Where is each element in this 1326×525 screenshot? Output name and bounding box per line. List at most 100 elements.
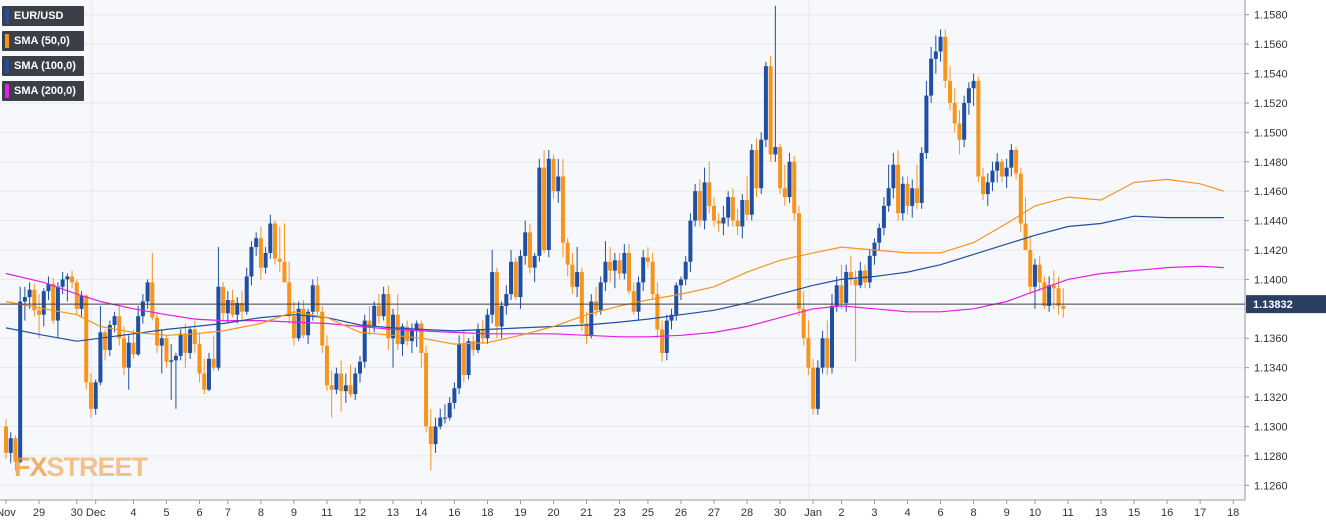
candle-body <box>919 152 924 203</box>
candle <box>428 408 433 471</box>
y-tick-label: 1.1340 <box>1254 363 1288 375</box>
candle <box>594 286 598 317</box>
candle <box>103 329 108 361</box>
y-tick-label: 1.1500 <box>1254 127 1288 139</box>
candle <box>1042 276 1047 309</box>
candle <box>655 282 660 339</box>
sma-200-line <box>5 265 1224 338</box>
candle-body <box>433 426 438 445</box>
candle-body <box>249 247 254 277</box>
candle <box>296 301 301 342</box>
candle <box>324 335 329 392</box>
x-tick-label: 4 <box>130 507 136 519</box>
candle-body <box>787 161 792 198</box>
candle <box>674 282 679 321</box>
candle-body <box>740 200 745 227</box>
candle <box>4 419 8 459</box>
candle-body <box>74 282 79 309</box>
candle <box>202 358 207 395</box>
candle-body <box>594 301 598 311</box>
candle-body <box>509 261 514 295</box>
y-tick-label: 1.1260 <box>1254 480 1288 492</box>
candle-body <box>735 220 740 227</box>
candle <box>820 330 825 374</box>
candle <box>688 213 693 273</box>
candle <box>37 294 42 339</box>
candle-body <box>65 276 70 280</box>
candle-body <box>438 417 443 427</box>
candle-body <box>778 147 783 189</box>
candle-body <box>707 182 712 206</box>
candle-body <box>730 197 735 221</box>
candle <box>948 66 952 111</box>
candle <box>244 267 249 315</box>
candle-body <box>645 257 650 262</box>
legend-label-sma100: SMA (100,0) <box>14 60 76 72</box>
candle-body <box>324 345 329 386</box>
candle-body <box>726 197 731 218</box>
candle <box>914 164 919 209</box>
candle <box>136 305 141 356</box>
candle <box>343 373 348 403</box>
candle <box>206 352 211 392</box>
candle <box>570 252 575 295</box>
candle-body <box>150 282 155 318</box>
candle <box>924 80 929 159</box>
candle <box>787 152 792 203</box>
candle <box>872 238 877 265</box>
candle-body <box>287 282 292 317</box>
candle <box>362 314 367 368</box>
candle <box>796 205 801 317</box>
candle-body <box>617 260 622 274</box>
candle <box>1018 167 1023 233</box>
x-tick-label: 12 <box>354 507 366 519</box>
candle-body <box>145 282 150 302</box>
x-tick-label: 21 <box>580 507 592 519</box>
candle <box>221 282 226 321</box>
x-tick-label: 27 <box>708 507 720 519</box>
legend-item-eurusd[interactable]: EUR/USD <box>2 6 84 26</box>
candle-body <box>372 305 377 327</box>
candle <box>88 373 93 418</box>
legend-item-sma50[interactable]: SMA (50,0) <box>2 31 84 51</box>
legend-item-sma100[interactable]: SMA (100,0) <box>2 56 84 76</box>
y-tick-label: 1.1480 <box>1254 157 1288 169</box>
candle <box>504 285 509 315</box>
candle <box>560 158 565 258</box>
candle-body <box>603 261 608 283</box>
candle-body <box>1042 282 1047 306</box>
candle <box>877 223 882 250</box>
candle <box>1037 255 1042 292</box>
candle <box>329 370 334 418</box>
candle <box>745 176 750 221</box>
candle-body <box>447 402 452 418</box>
x-tick-label: 10 <box>1029 507 1041 519</box>
candle <box>608 247 613 283</box>
y-tick-label: 1.1560 <box>1254 39 1288 51</box>
candle <box>929 47 934 103</box>
candle-body <box>900 183 905 214</box>
candle-body <box>244 276 249 312</box>
legend-item-sma200[interactable]: SMA (200,0) <box>2 81 84 101</box>
y-tick-label: 1.1580 <box>1254 10 1288 22</box>
candle-body <box>37 310 42 315</box>
candle-body <box>424 352 429 427</box>
candle <box>1014 147 1019 180</box>
candle-body <box>471 341 476 350</box>
candle-body <box>943 36 948 81</box>
candle-body <box>8 438 13 453</box>
y-tick-label: 1.1420 <box>1254 245 1288 257</box>
candle <box>565 238 570 277</box>
candle <box>627 244 632 295</box>
candle-body <box>891 164 896 189</box>
candle <box>523 220 528 265</box>
candle <box>358 355 362 383</box>
candle-body <box>551 158 556 192</box>
y-tick-label: 1.1440 <box>1254 216 1288 228</box>
candle <box>1028 235 1033 295</box>
candle-body <box>693 191 698 221</box>
candle-body <box>409 330 414 342</box>
candle <box>782 164 787 206</box>
